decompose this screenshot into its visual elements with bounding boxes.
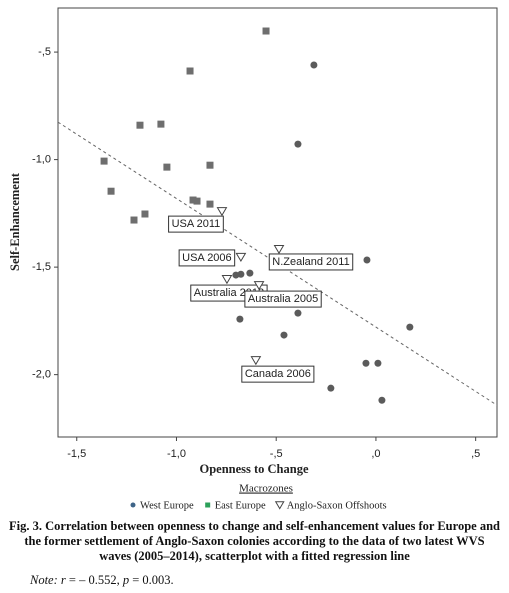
point [189, 196, 197, 204]
note-label: Note: [30, 573, 58, 587]
legend-label: East Europe [215, 500, 266, 511]
point [235, 252, 247, 263]
point [216, 207, 228, 217]
label-box [168, 215, 224, 233]
point-label: USA 2006 [178, 249, 236, 267]
point [250, 356, 262, 366]
label-box [241, 365, 315, 383]
x-tick-label: -1,5 [67, 448, 86, 460]
legend-marker [205, 502, 211, 508]
point [262, 27, 270, 35]
point [186, 67, 194, 75]
point [273, 244, 285, 255]
x-axis-title: Openness to Change [199, 462, 308, 476]
point [280, 331, 288, 339]
legend-marker [274, 501, 285, 510]
point [363, 256, 371, 264]
point [294, 309, 302, 317]
point [406, 323, 414, 331]
label-text: Australia 2005 [248, 293, 318, 305]
point [163, 163, 171, 171]
point [310, 61, 318, 69]
label-box [244, 290, 322, 308]
y-tick-label: -1,5 [32, 261, 51, 273]
point-label: USA 2011 [168, 215, 224, 233]
point-label: Canada 2006 [241, 365, 315, 383]
point [374, 359, 382, 367]
point [206, 161, 214, 169]
point [327, 384, 335, 392]
legend-marker [130, 502, 136, 508]
caption: Fig. 3. Correlation between openness to … [9, 519, 500, 563]
y-axis-title: Self-Enhancement [8, 172, 22, 271]
point [157, 120, 165, 128]
plot-frame [57, 7, 498, 438]
x-tick-label: ,0 [371, 448, 380, 460]
point [136, 121, 144, 129]
point [378, 396, 386, 404]
x-tick-label: ,5 [471, 448, 480, 460]
y-tick-label: -2,0 [32, 369, 51, 381]
point [246, 269, 254, 277]
note-r: r [60, 573, 66, 587]
point [362, 359, 370, 367]
label-text: USA 2006 [182, 252, 232, 264]
point [253, 281, 265, 291]
y-tick-label: -,5 [38, 46, 51, 58]
note-r-value: = – 0.552, [65, 573, 123, 587]
note: Note: r = – 0.552, p = 0.003. [30, 573, 174, 588]
point [130, 216, 138, 224]
point [107, 187, 115, 195]
x-tick-label: -1,0 [167, 448, 186, 460]
point [236, 315, 244, 323]
point [193, 197, 201, 205]
point [206, 200, 214, 208]
note-p-value: = 0.003. [129, 573, 174, 587]
legend-label: Anglo-Saxon Offshoots [287, 500, 387, 511]
label-text: Canada 2006 [245, 368, 311, 380]
point [232, 271, 240, 279]
point [100, 157, 108, 165]
point [141, 210, 149, 218]
label-box [268, 253, 354, 271]
point [294, 140, 302, 148]
label-text: USA 2011 [172, 218, 221, 230]
chart: Openness to Change Self-Enhancement Macr… [8, 7, 498, 511]
label-text: N.Zealand 2011 [272, 256, 349, 268]
legend-title: Macrozones [239, 483, 293, 495]
x-tick-label: -,5 [270, 448, 283, 460]
point-label: Australia 2005 [244, 290, 322, 308]
legend-label: West Europe [140, 500, 194, 511]
y-tick-label: -1,0 [32, 154, 51, 166]
label-box [178, 249, 236, 267]
point-label: N.Zealand 2011 [268, 253, 354, 271]
point [221, 275, 233, 285]
note-p: p [122, 573, 130, 587]
